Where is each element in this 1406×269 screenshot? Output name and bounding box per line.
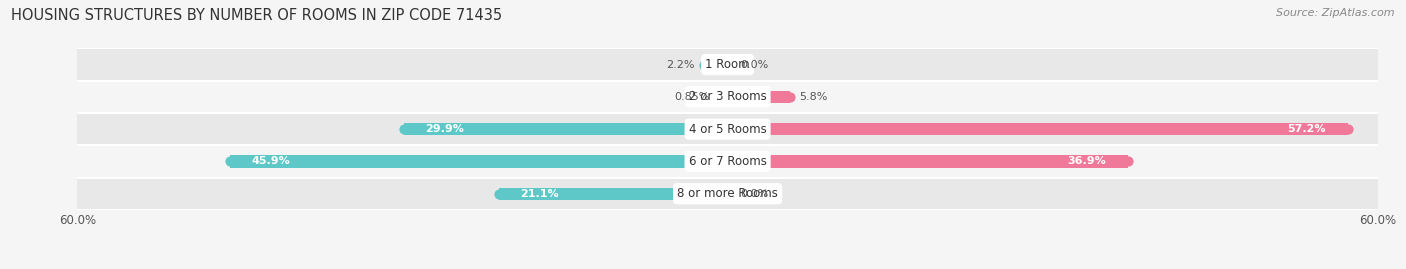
Text: 0.85%: 0.85% [675,92,710,102]
Bar [404,123,728,135]
Bar [728,123,1347,135]
Text: 36.9%: 36.9% [1067,156,1107,167]
Text: Source: ZipAtlas.com: Source: ZipAtlas.com [1277,8,1395,18]
Text: 21.1%: 21.1% [520,189,560,199]
Bar [77,178,1378,210]
Text: 0.0%: 0.0% [741,59,769,70]
Text: 1 Room: 1 Room [706,58,749,71]
Bar [77,113,1378,145]
Text: 2 or 3 Rooms: 2 or 3 Rooms [689,90,766,103]
Text: HOUSING STRUCTURES BY NUMBER OF ROOMS IN ZIP CODE 71435: HOUSING STRUCTURES BY NUMBER OF ROOMS IN… [11,8,502,23]
Text: 29.9%: 29.9% [425,124,464,134]
Bar [718,91,728,103]
Text: 2.2%: 2.2% [666,59,695,70]
Bar [77,145,1378,178]
Text: 6 or 7 Rooms: 6 or 7 Rooms [689,155,766,168]
Text: 0.0%: 0.0% [741,189,769,199]
Bar [77,81,1378,113]
Text: 5.8%: 5.8% [799,92,828,102]
Bar [704,58,728,71]
Bar [231,155,728,168]
Text: 45.9%: 45.9% [252,156,291,167]
Text: 8 or more Rooms: 8 or more Rooms [678,187,778,200]
Bar [77,48,1378,81]
Text: 4 or 5 Rooms: 4 or 5 Rooms [689,123,766,136]
Legend: Owner-occupied, Renter-occupied: Owner-occupied, Renter-occupied [593,264,862,269]
Text: 57.2%: 57.2% [1288,124,1326,134]
Bar [728,91,790,103]
Bar [728,155,1128,168]
Bar [499,187,728,200]
